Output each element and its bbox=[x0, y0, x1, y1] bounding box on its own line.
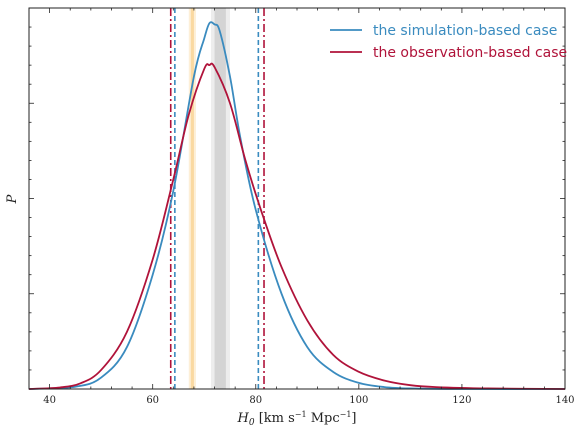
x-tick-label: 140 bbox=[555, 395, 574, 406]
bands-layer bbox=[188, 8, 230, 389]
legend: the simulation-based case the observation… bbox=[330, 23, 567, 61]
legend-label-0: the simulation-based case bbox=[373, 23, 557, 39]
ticks-layer: 40 60 80 100 120 140 bbox=[28, 8, 575, 406]
x-tick-label: 100 bbox=[349, 395, 368, 406]
band-inner-1 bbox=[214, 8, 226, 389]
series-layer bbox=[28, 21, 566, 390]
x-tick-label: 60 bbox=[146, 395, 159, 406]
x-axis-title: H0 [km s−1 Mpc−1] bbox=[236, 410, 356, 428]
plot-frame bbox=[28, 7, 566, 390]
band-outer-1 bbox=[210, 8, 230, 389]
x-tick-label: 40 bbox=[43, 395, 56, 406]
x-tick-label: 80 bbox=[249, 395, 262, 406]
series-line-1 bbox=[28, 62, 566, 390]
legend-label-1: the observation-based case bbox=[373, 45, 567, 61]
x-tick-label: 120 bbox=[452, 395, 471, 406]
band-outer-0 bbox=[188, 8, 196, 389]
y-axis-title: P bbox=[5, 194, 20, 204]
series-line-0 bbox=[28, 21, 566, 390]
band-inner-0 bbox=[190, 8, 194, 389]
